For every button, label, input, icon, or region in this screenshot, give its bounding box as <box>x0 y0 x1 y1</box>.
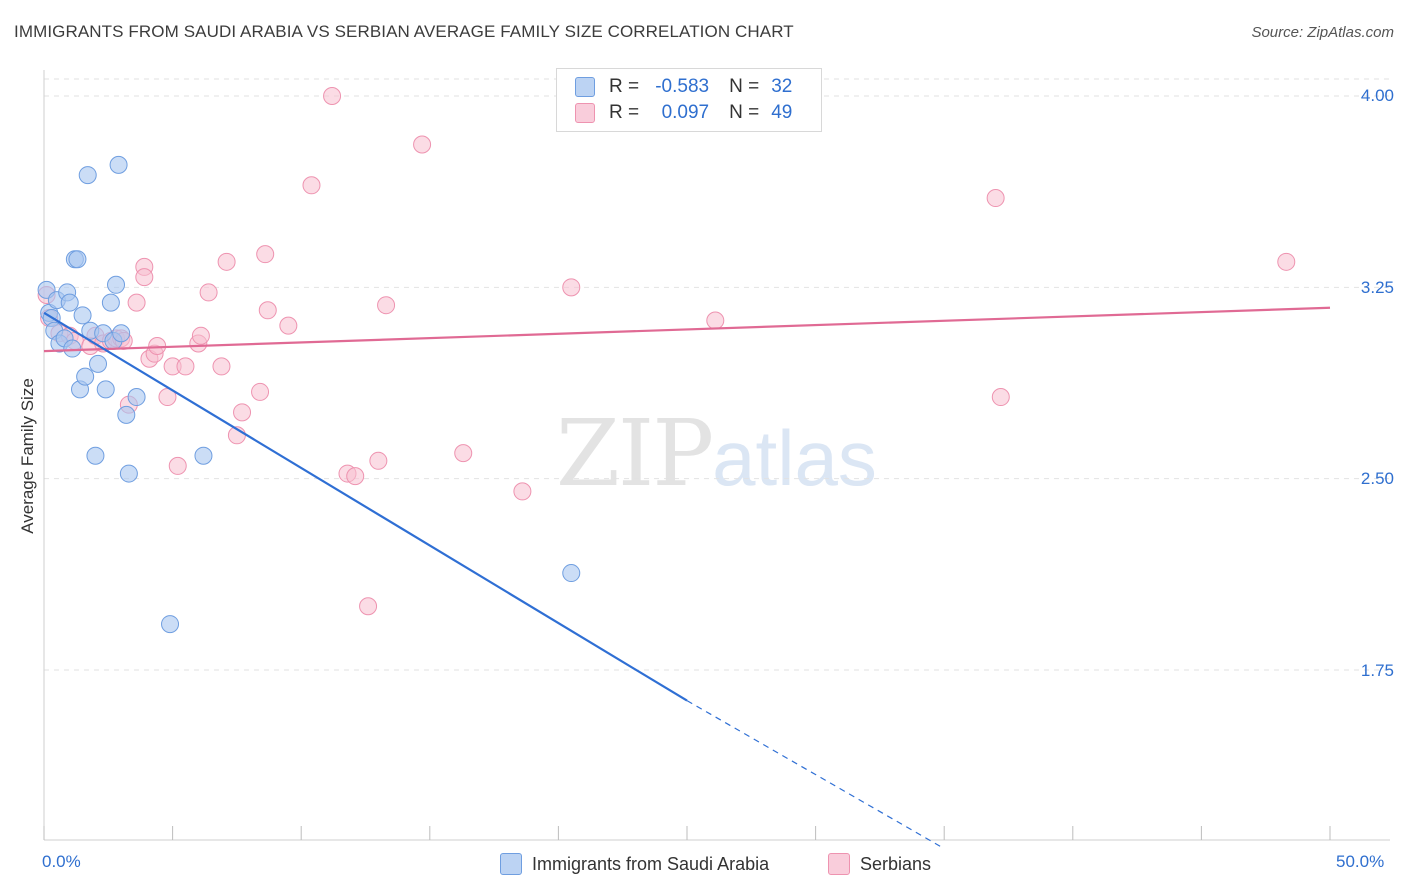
source-label: Source: ZipAtlas.com <box>1251 24 1394 41</box>
legend-n-value: 49 <box>771 102 793 123</box>
legend-n-value: 32 <box>771 76 793 97</box>
data-point-serbians <box>302 176 321 195</box>
trendline-saudi-extension <box>686 700 945 850</box>
watermark: ZIPatlas <box>556 400 877 507</box>
data-point-saudi <box>89 354 108 373</box>
x-tick-label-min: 0.0% <box>42 852 81 871</box>
data-point-serbians <box>233 403 252 422</box>
y-tick-label-4-00: 4.00 <box>1360 86 1394 105</box>
data-point-serbians <box>323 87 342 105</box>
data-point-saudi <box>127 388 146 407</box>
data-point-serbians <box>991 388 1010 407</box>
bottom-legend-serbians[interactable]: Serbians <box>828 852 931 876</box>
data-point-serbians <box>377 296 396 315</box>
data-point-saudi <box>109 155 128 174</box>
x-tick-label-max: 50.0% <box>1336 852 1385 871</box>
data-point-serbians <box>279 316 298 335</box>
data-point-saudi <box>63 339 82 358</box>
y-tick-label-2-50: 2.50 <box>1360 469 1394 488</box>
data-point-serbians <box>217 252 236 271</box>
bottom-legend-swatch-serbians <box>828 853 850 875</box>
data-point-serbians <box>562 278 581 297</box>
data-point-serbians <box>258 301 277 320</box>
data-point-serbians <box>359 597 378 616</box>
legend-row-serbians: R = 0.097 N = 49 <box>575 101 792 125</box>
data-point-serbians <box>212 357 231 376</box>
data-point-serbians <box>1277 252 1296 271</box>
data-point-serbians <box>454 444 473 463</box>
data-point-serbians <box>168 456 187 475</box>
data-point-saudi <box>562 564 581 583</box>
legend-swatch-serbians <box>575 103 595 123</box>
data-point-serbians <box>176 357 195 376</box>
legend-r-value: -0.583 <box>655 76 710 97</box>
data-point-saudi <box>112 324 131 343</box>
data-point-serbians <box>135 268 154 287</box>
data-point-serbians <box>199 283 218 302</box>
data-point-saudi <box>73 306 92 325</box>
stats-legend: R = -0.583 N = 32 R = 0.097 N = 49 <box>556 68 822 132</box>
data-point-serbians <box>191 326 210 345</box>
chart-title: IMMIGRANTS FROM SAUDI ARABIA VS SERBIAN … <box>14 22 794 41</box>
data-point-saudi <box>194 446 213 465</box>
bottom-legend-swatch-saudi <box>500 853 522 875</box>
bottom-legend-label-saudi: Immigrants from Saudi Arabia <box>532 853 770 874</box>
y-tick-label-3-25: 3.25 <box>1360 278 1394 297</box>
data-point-saudi <box>161 615 180 634</box>
data-point-saudi <box>60 293 79 312</box>
trendline-saudi <box>43 311 688 702</box>
data-point-saudi <box>101 293 120 312</box>
legend-n-label: N = <box>729 102 760 123</box>
legend-n-label: N = <box>729 76 760 97</box>
data-point-saudi <box>78 166 97 185</box>
trendline-serbians <box>43 306 1331 353</box>
data-point-saudi <box>107 275 126 294</box>
bottom-legend-saudi[interactable]: Immigrants from Saudi Arabia <box>500 852 769 876</box>
data-point-serbians <box>706 311 725 330</box>
data-point-serbians <box>346 467 365 486</box>
legend-swatch-saudi <box>575 77 595 97</box>
data-point-serbians <box>369 451 388 470</box>
data-point-saudi <box>96 380 115 399</box>
y-tick-label-1-75: 1.75 <box>1360 661 1394 680</box>
data-point-saudi <box>86 446 105 465</box>
watermark-atlas: atlas <box>712 414 877 502</box>
data-point-saudi <box>117 405 136 424</box>
legend-r-value: 0.097 <box>661 102 710 123</box>
data-point-saudi <box>76 367 95 386</box>
data-point-serbians <box>256 245 275 264</box>
legend-r-label: R = <box>609 102 640 123</box>
legend-row-saudi: R = -0.583 N = 32 <box>575 75 792 99</box>
bottom-legend-label-serbians: Serbians <box>860 853 932 874</box>
data-point-serbians <box>413 135 432 154</box>
legend-r-label: R = <box>609 76 640 97</box>
data-point-serbians <box>513 482 532 501</box>
watermark-zip: ZIP <box>556 400 714 507</box>
data-point-serbians <box>127 293 146 312</box>
data-point-serbians <box>251 382 270 401</box>
data-point-serbians <box>986 189 1005 208</box>
data-point-saudi <box>119 464 138 483</box>
data-point-saudi <box>68 250 87 269</box>
